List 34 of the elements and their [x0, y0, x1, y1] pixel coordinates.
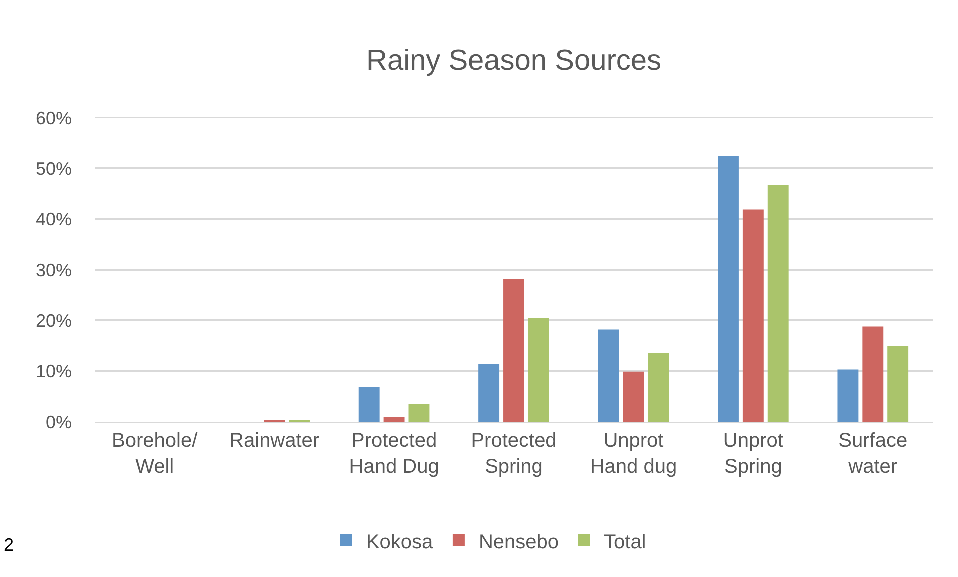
chart-title: Rainy Season Sources	[366, 45, 662, 78]
y-tick-label: 50%	[36, 158, 72, 179]
legend-label: Nensebo	[478, 531, 560, 554]
y-tick-label: 30%	[36, 260, 72, 280]
bar	[742, 210, 764, 422]
bar	[718, 156, 739, 422]
bar	[598, 330, 620, 422]
text: 2	[4, 535, 14, 555]
bar	[528, 318, 550, 422]
bar	[384, 417, 405, 422]
x-tick-label: Protected Spring	[471, 430, 557, 478]
y-tick-label: 60%	[36, 108, 72, 128]
bar	[768, 185, 789, 422]
bar	[888, 346, 909, 422]
bar	[358, 387, 380, 422]
bar	[408, 404, 430, 422]
legend-label: Kokosa	[366, 531, 434, 554]
y-tick-label: 10%	[36, 362, 72, 382]
x-tick-label: Unprot Hand dug	[590, 430, 678, 478]
x-tick-label: Rainwater	[230, 430, 320, 452]
x-tick-label: Protected Hand Dug	[349, 430, 440, 478]
y-tick-label: 0%	[46, 412, 72, 432]
bar	[623, 372, 644, 422]
bar	[838, 370, 859, 422]
bar	[478, 364, 500, 422]
bar	[504, 279, 524, 422]
x-tick-label: Borehole/ Well	[112, 430, 198, 478]
bar	[862, 326, 884, 422]
x-tick-label: Surface water	[838, 430, 908, 478]
y-tick-label: 40%	[36, 210, 72, 230]
x-tick-label: Unprot Spring	[723, 430, 784, 478]
bar	[648, 353, 670, 422]
legend-label: Total	[604, 531, 646, 554]
y-tick-label: 20%	[36, 310, 72, 331]
